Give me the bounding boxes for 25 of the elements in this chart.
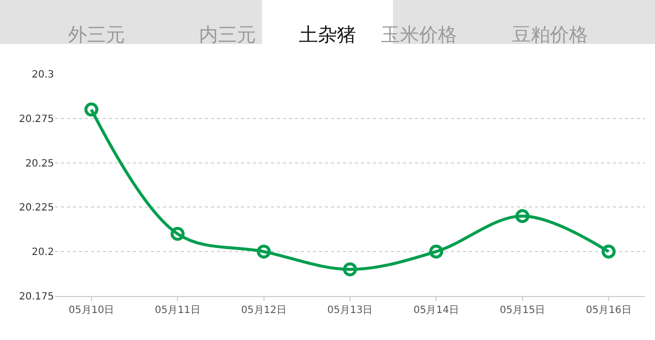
x-tick-label: 05月16日	[586, 305, 632, 316]
y-tick-label: 20.175	[19, 292, 54, 302]
x-tick-label: 05月12日	[241, 305, 287, 316]
y-tick-label: 20.225	[19, 202, 54, 214]
y-tick-label: 20.275	[19, 114, 54, 125]
y-tick-label: 20.3	[32, 70, 54, 80]
point	[429, 244, 444, 259]
text: 外三元	[68, 24, 125, 46]
text: 豆粕价格	[512, 24, 588, 46]
text: 内三元	[199, 24, 256, 46]
x-tick-label: 05月11日	[154, 305, 200, 316]
y-tick-label: 20.25	[25, 158, 54, 170]
x-tick-label: 05月10日	[68, 305, 114, 316]
point	[602, 244, 616, 259]
text: 土杂猪	[299, 24, 356, 46]
text: 玉米价格	[381, 24, 457, 46]
point	[256, 244, 271, 259]
x-tick-label: 05月15日	[500, 305, 546, 316]
x-tick-label: 05月13日	[327, 305, 373, 316]
y-tick-label: 20.2	[32, 247, 54, 258]
point	[84, 102, 98, 117]
point	[343, 262, 357, 276]
point	[170, 226, 185, 241]
x-tick-label: 05月14日	[413, 305, 459, 316]
point	[515, 209, 530, 224]
